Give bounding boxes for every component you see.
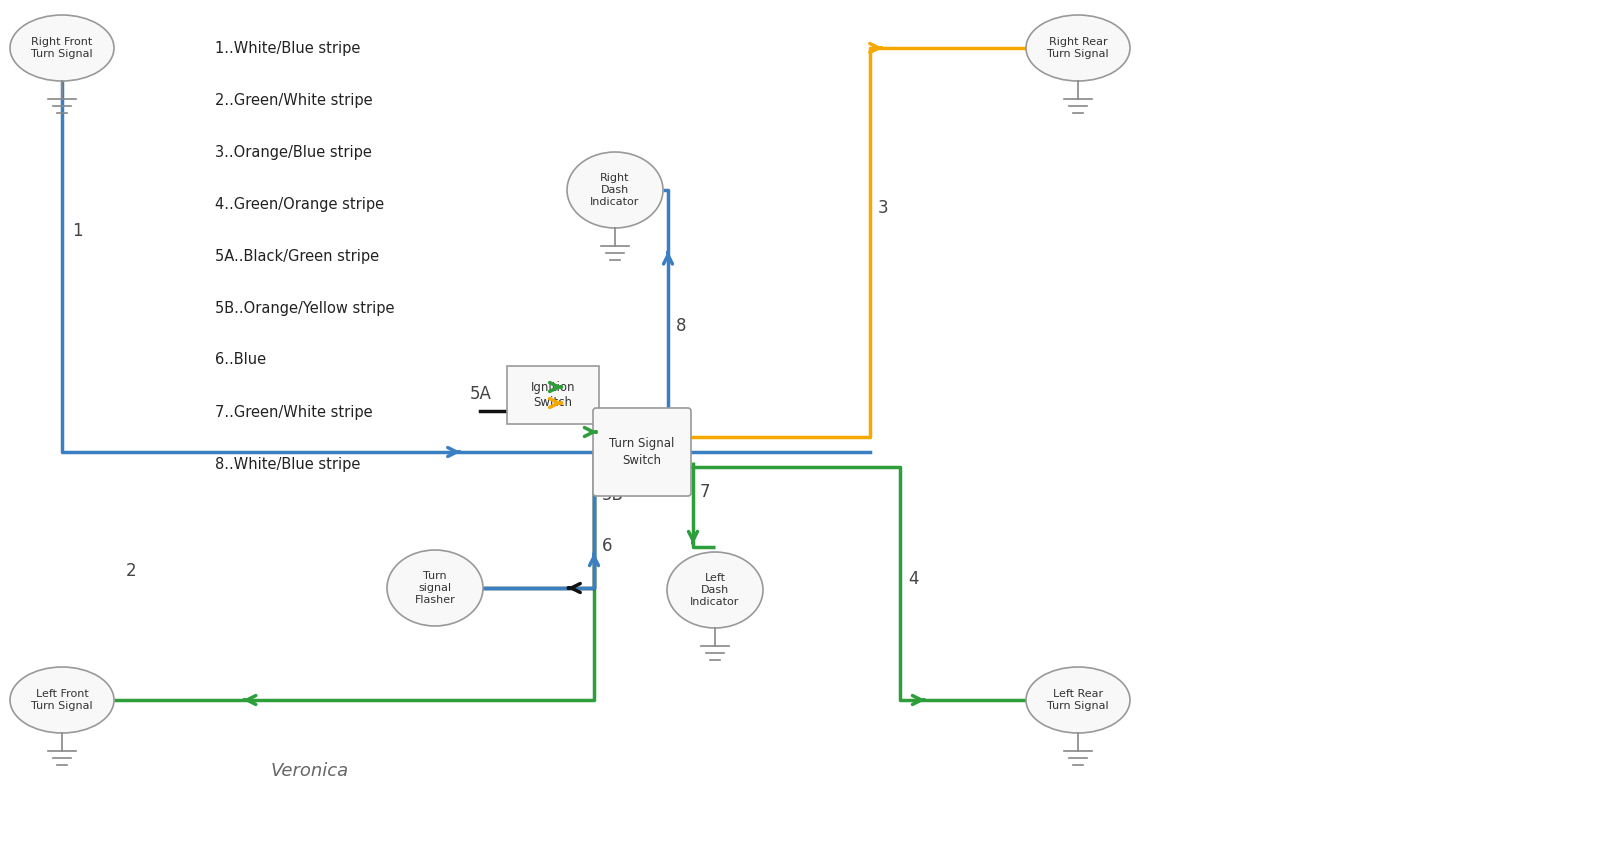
Ellipse shape [1026,15,1130,81]
Text: 1..White/Blue stripe: 1..White/Blue stripe [214,41,360,55]
Text: Veronica: Veronica [270,762,349,780]
Text: Turn
signal
Flasher: Turn signal Flasher [414,571,456,605]
Text: Right Rear
Turn Signal: Right Rear Turn Signal [1046,36,1109,59]
Text: 4..Green/Orange stripe: 4..Green/Orange stripe [214,197,384,211]
Ellipse shape [10,15,114,81]
Text: 8: 8 [675,317,686,335]
Ellipse shape [387,550,483,626]
Ellipse shape [566,152,662,228]
Text: Right
Dash
Indicator: Right Dash Indicator [590,173,640,208]
Text: 1: 1 [72,222,83,241]
FancyBboxPatch shape [507,366,598,424]
Ellipse shape [10,667,114,733]
Ellipse shape [667,552,763,628]
Text: 8..White/Blue stripe: 8..White/Blue stripe [214,456,360,471]
Text: 7: 7 [701,483,710,501]
Text: Turn Signal
Switch: Turn Signal Switch [610,438,675,466]
Text: 2: 2 [126,562,136,580]
Text: Left Front
Turn Signal: Left Front Turn Signal [30,689,93,711]
Text: 4: 4 [909,570,918,588]
Text: 7..Green/White stripe: 7..Green/White stripe [214,404,373,420]
Text: Left Rear
Turn Signal: Left Rear Turn Signal [1046,689,1109,711]
Text: 6..Blue: 6..Blue [214,353,266,367]
Text: Ignition
Switch: Ignition Switch [531,381,576,410]
Text: 6: 6 [602,537,613,555]
Text: 2..Green/White stripe: 2..Green/White stripe [214,92,373,108]
Text: 5A..Black/Green stripe: 5A..Black/Green stripe [214,248,379,264]
Text: Left
Dash
Indicator: Left Dash Indicator [690,572,739,607]
Text: Right Front
Turn Signal: Right Front Turn Signal [30,36,93,59]
Ellipse shape [1026,667,1130,733]
Text: 5A: 5A [470,385,491,403]
Text: 5B..Orange/Yellow stripe: 5B..Orange/Yellow stripe [214,300,395,315]
Text: 5B: 5B [602,486,624,504]
Text: 3..Orange/Blue stripe: 3..Orange/Blue stripe [214,144,371,159]
FancyBboxPatch shape [594,408,691,496]
Text: 3: 3 [878,199,888,217]
